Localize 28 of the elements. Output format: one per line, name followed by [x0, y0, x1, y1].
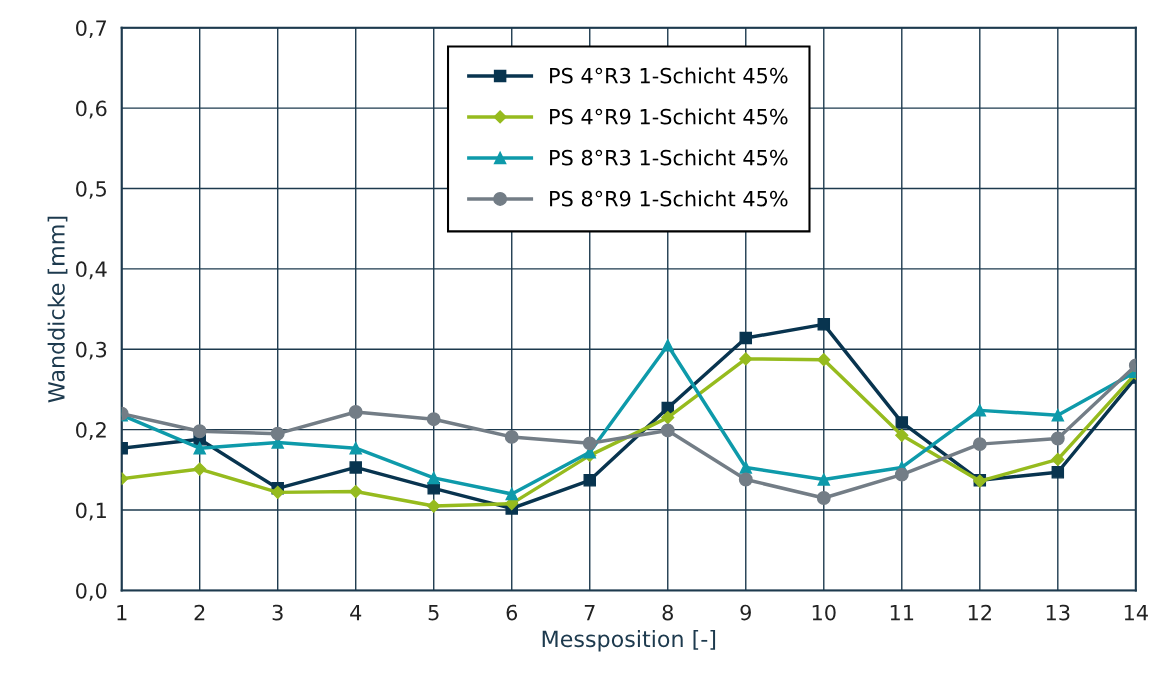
x-tick-label: 5 — [428, 604, 439, 621]
y-tick-label: 0,4 — [76, 261, 107, 280]
x-axis-title: Messposition [-] — [542, 630, 716, 652]
x-tick-label: 12 — [968, 604, 991, 621]
y-tick-label: 0,6 — [76, 100, 107, 119]
x-tick-label: 9 — [740, 604, 751, 621]
legend-label: PS 4°R3 1-Schicht 45% — [550, 67, 788, 84]
x-tick-label: 3 — [272, 604, 283, 621]
y-tick-label: 0,3 — [76, 341, 107, 360]
x-tick-label: 10 — [812, 604, 836, 621]
x-tick-label: 11 — [890, 604, 914, 621]
y-tick-label: 0,1 — [76, 502, 106, 521]
x-tick-label: 7 — [584, 604, 595, 621]
legend-label: PS 8°R3 1-Schicht 45% — [550, 149, 788, 166]
x-tick-label: 13 — [1046, 604, 1070, 621]
y-tick-label: 0,5 — [76, 180, 106, 199]
y-tick-label: 0,2 — [76, 422, 106, 440]
x-tick-label: 8 — [662, 604, 673, 621]
x-tick-label: 4 — [350, 604, 362, 621]
legend-label: PS 8°R9 1-Schicht 45% — [550, 190, 788, 207]
y-tick-label: 0,7 — [76, 20, 107, 39]
legend-label: PS 4°R9 1-Schicht 45% — [550, 108, 788, 125]
y-tick-label: 0,0 — [76, 582, 107, 601]
x-tick-label: 6 — [506, 604, 518, 621]
y-axis-title: Wanddicke [mm] — [47, 216, 68, 403]
x-tick-label: 14 — [1124, 604, 1148, 621]
x-tick-label: 1 — [117, 604, 127, 621]
x-tick-label: 2 — [194, 604, 205, 621]
